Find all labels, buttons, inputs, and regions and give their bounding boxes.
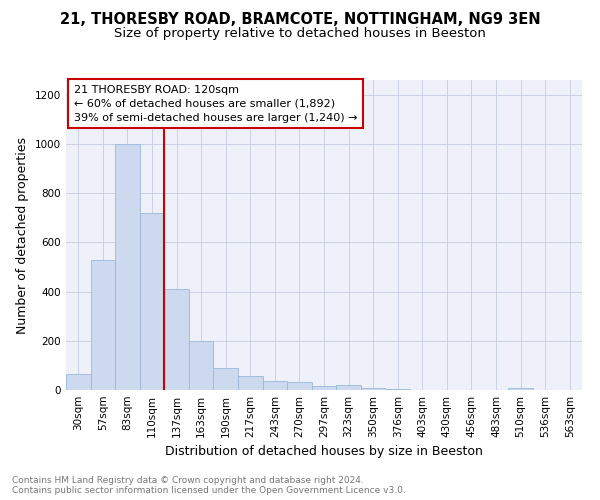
Bar — [238, 376, 263, 390]
Text: 21 THORESBY ROAD: 120sqm
← 60% of detached houses are smaller (1,892)
39% of sem: 21 THORESBY ROAD: 120sqm ← 60% of detach… — [74, 84, 357, 122]
Text: 21, THORESBY ROAD, BRAMCOTE, NOTTINGHAM, NG9 3EN: 21, THORESBY ROAD, BRAMCOTE, NOTTINGHAM,… — [59, 12, 541, 28]
Bar — [312, 386, 336, 390]
Bar — [115, 144, 140, 390]
Bar — [189, 342, 214, 390]
Bar — [263, 380, 287, 390]
Bar — [508, 388, 533, 390]
Bar — [214, 368, 238, 390]
Bar — [361, 388, 385, 390]
Bar — [336, 385, 361, 390]
Bar — [164, 289, 189, 390]
Bar — [287, 382, 312, 390]
Text: Size of property relative to detached houses in Beeston: Size of property relative to detached ho… — [114, 28, 486, 40]
X-axis label: Distribution of detached houses by size in Beeston: Distribution of detached houses by size … — [165, 446, 483, 458]
Bar — [140, 213, 164, 390]
Y-axis label: Number of detached properties: Number of detached properties — [16, 136, 29, 334]
Text: Contains HM Land Registry data © Crown copyright and database right 2024.
Contai: Contains HM Land Registry data © Crown c… — [12, 476, 406, 495]
Bar — [66, 374, 91, 390]
Bar — [91, 260, 115, 390]
